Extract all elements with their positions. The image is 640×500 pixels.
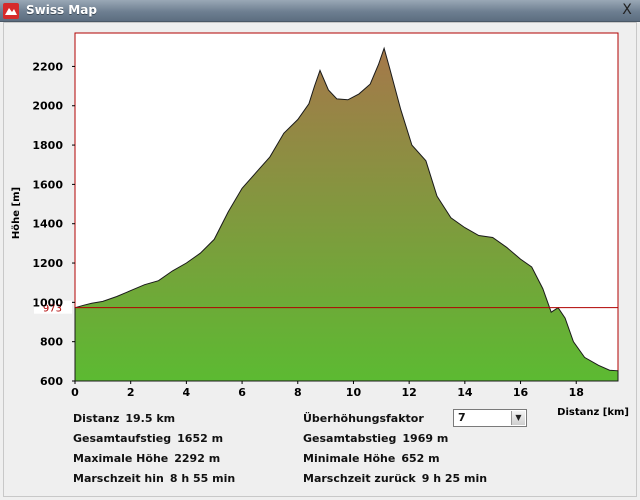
close-button[interactable]: X	[622, 2, 632, 18]
x-tick-label: 16	[513, 386, 529, 399]
max-height-label: Maximale Höhe	[73, 452, 169, 465]
ascent-stat: Gesamtaufstieg 1652 m	[73, 432, 223, 445]
x-tick-label: 8	[294, 386, 302, 399]
title-bar[interactable]: Swiss Map X	[0, 0, 640, 22]
x-tick-label: 0	[71, 386, 79, 399]
reference-height-label: 973	[43, 304, 62, 315]
time-out-stat: Marschzeit hin 8 h 55 min	[73, 472, 235, 485]
swiss-map-app-icon	[3, 3, 19, 19]
exaggeration-factor-select[interactable]: 7 ▼	[453, 409, 527, 427]
x-tick-label: 2	[127, 386, 135, 399]
elevation-profile-area	[74, 46, 619, 382]
descent-label: Gesamtabstieg	[303, 432, 397, 445]
y-tick-label: 1400	[32, 218, 63, 231]
x-axis-title: Distanz [km]	[557, 407, 629, 418]
x-tick-label: 14	[457, 386, 473, 399]
descent-value: 1969 m	[402, 432, 449, 445]
min-height-value: 652 m	[401, 452, 440, 465]
y-tick-label: 1800	[32, 139, 63, 152]
x-tick-label: 4	[183, 386, 191, 399]
chevron-down-icon[interactable]: ▼	[511, 411, 525, 425]
reference-label-background	[34, 300, 72, 314]
time-out-value: 8 h 55 min	[169, 472, 236, 485]
x-tick-label: 18	[569, 386, 584, 399]
max-height-stat: Maximale Höhe 2292 m	[73, 452, 220, 465]
distance-stat: Distanz 19.5 km	[73, 412, 175, 425]
ascent-label: Gesamtaufstieg	[73, 432, 172, 445]
max-height-value: 2292 m	[174, 452, 221, 465]
y-tick-label: 2000	[32, 100, 63, 113]
min-height-stat: Minimale Höhe 652 m	[303, 452, 440, 465]
descent-stat: Gesamtabstieg 1969 m	[303, 432, 448, 445]
time-back-value: 9 h 25 min	[421, 472, 488, 485]
y-tick-label: 600	[40, 375, 63, 388]
time-back-stat: Marschzeit zurück 9 h 25 min	[303, 472, 487, 485]
y-tick-label: 1200	[32, 257, 63, 270]
profile-panel: 973 0 2 4 6 8 10 12 14 16 18 600 800 1000 1200 1400 16…	[3, 22, 637, 497]
factor-label: Überhöhungsfaktor	[303, 412, 424, 425]
y-axis-title: Höhe [m]	[11, 187, 22, 239]
x-tick-label: 12	[401, 386, 416, 399]
elevation-profile-chart: 973 0 2 4 6 8 10 12 14 16 18 600 800 1000 1200 1400 16…	[11, 32, 629, 418]
distance-value: 19.5 km	[125, 412, 176, 425]
y-tick-label: 1000	[32, 296, 63, 309]
y-tick-label: 2200	[32, 60, 63, 73]
ascent-value: 1652 m	[177, 432, 224, 445]
time-back-label: Marschzeit zurück	[303, 472, 416, 485]
min-height-label: Minimale Höhe	[303, 452, 396, 465]
x-tick-label: 6	[238, 386, 246, 399]
factor-value: 7	[458, 411, 466, 424]
distance-label: Distanz	[73, 412, 120, 425]
x-tick-label: 10	[346, 386, 362, 399]
window-title: Swiss Map	[26, 3, 97, 17]
y-tick-label: 800	[40, 336, 63, 349]
time-out-label: Marschzeit hin	[73, 472, 164, 485]
y-tick-label: 1600	[32, 178, 63, 191]
